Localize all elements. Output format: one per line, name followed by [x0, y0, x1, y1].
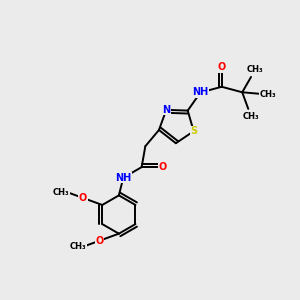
Text: O: O — [95, 236, 104, 246]
Text: NH: NH — [115, 173, 131, 183]
Text: O: O — [218, 62, 226, 72]
Text: S: S — [190, 126, 197, 136]
Text: CH₃: CH₃ — [243, 112, 260, 121]
Text: O: O — [158, 162, 166, 172]
Text: CH₃: CH₃ — [247, 65, 263, 74]
Text: CH₃: CH₃ — [260, 90, 276, 99]
Text: N: N — [162, 105, 170, 115]
Text: CH₃: CH₃ — [53, 188, 70, 197]
Text: O: O — [79, 193, 87, 203]
Text: CH₃: CH₃ — [70, 242, 86, 251]
Text: NH: NH — [192, 88, 208, 98]
